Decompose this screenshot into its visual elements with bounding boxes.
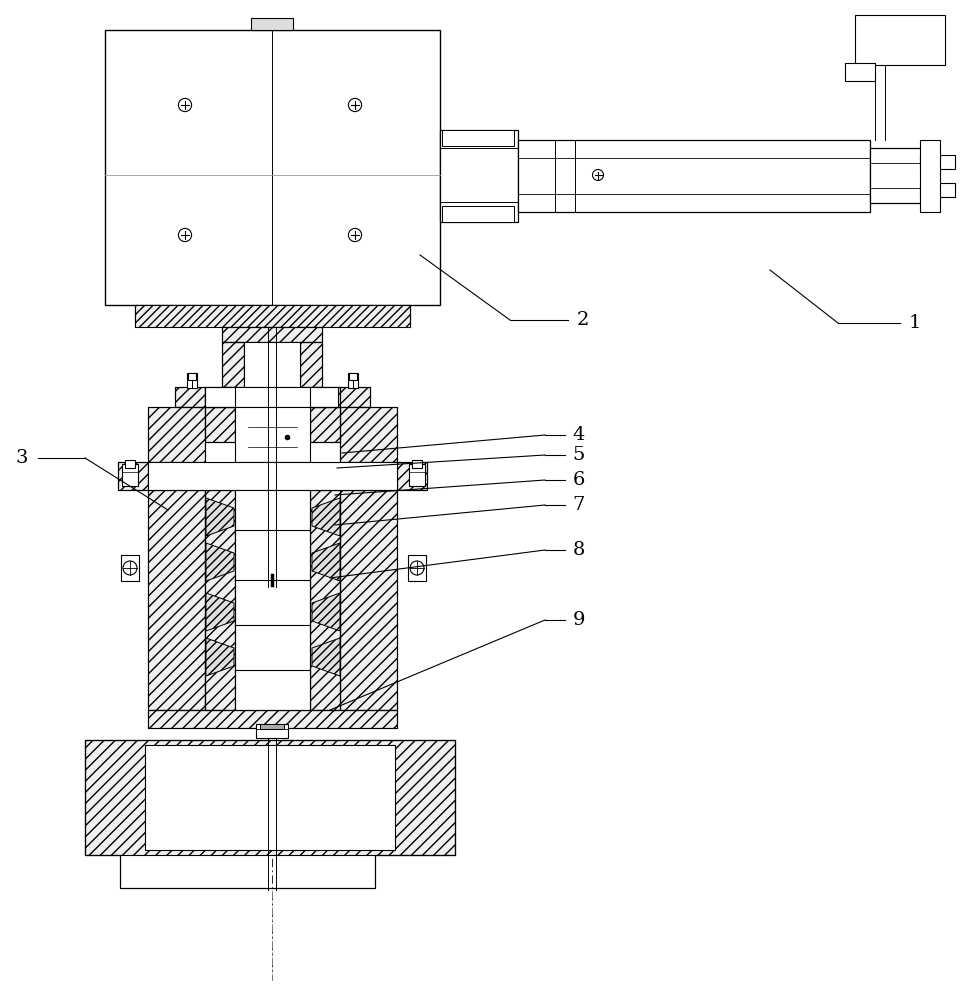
Polygon shape (206, 638, 234, 676)
Bar (338, 387, 370, 407)
Bar (187, 373, 197, 388)
Bar (235, 407, 310, 462)
Bar (518, 140, 870, 212)
Bar (175, 387, 205, 407)
Polygon shape (206, 498, 234, 536)
Polygon shape (206, 593, 234, 631)
Bar (397, 462, 427, 490)
Bar (310, 387, 340, 407)
Bar (148, 710, 397, 728)
Bar (845, 63, 875, 81)
Text: 3: 3 (16, 449, 28, 467)
Bar (222, 342, 244, 387)
Bar (244, 342, 300, 387)
Text: 6: 6 (573, 471, 585, 489)
Bar (920, 155, 955, 169)
Bar (251, 18, 293, 30)
Bar (310, 387, 340, 407)
Bar (920, 140, 940, 212)
Bar (205, 387, 338, 407)
Bar (235, 490, 310, 710)
Bar (300, 342, 322, 387)
Bar (300, 342, 322, 387)
Bar (920, 183, 955, 197)
Bar (256, 724, 288, 738)
Bar (310, 490, 340, 710)
Bar (205, 407, 235, 442)
Bar (340, 407, 397, 462)
Bar (349, 373, 357, 380)
Bar (105, 30, 440, 305)
Bar (148, 407, 205, 462)
Text: 4: 4 (573, 426, 585, 444)
Text: 9: 9 (573, 611, 585, 629)
Bar (222, 327, 322, 342)
Bar (205, 490, 235, 710)
Bar (148, 462, 397, 490)
Bar (148, 407, 205, 462)
Bar (340, 407, 397, 462)
Polygon shape (312, 593, 340, 631)
Bar (310, 407, 340, 442)
Text: 7: 7 (573, 496, 585, 514)
Bar (440, 130, 518, 222)
Bar (121, 555, 139, 581)
Bar (310, 407, 340, 442)
Polygon shape (206, 543, 234, 581)
Bar (205, 387, 235, 407)
Bar (175, 387, 205, 407)
Bar (148, 710, 397, 728)
Text: 1: 1 (909, 314, 921, 332)
Text: 5: 5 (573, 446, 585, 464)
Bar (135, 305, 410, 327)
Bar (340, 490, 397, 710)
Bar (205, 407, 235, 442)
Bar (408, 555, 426, 581)
Bar (338, 387, 370, 407)
Bar (260, 724, 284, 729)
Bar (188, 373, 196, 380)
Text: 2: 2 (576, 311, 589, 329)
Bar (145, 745, 395, 850)
Bar (855, 15, 945, 65)
Bar (85, 740, 455, 855)
Bar (118, 462, 148, 490)
Bar (125, 460, 135, 468)
Bar (870, 148, 922, 203)
Bar (348, 373, 358, 388)
Bar (122, 464, 138, 486)
Bar (222, 342, 244, 387)
Text: 8: 8 (573, 541, 585, 559)
Polygon shape (312, 498, 340, 536)
Bar (148, 490, 205, 710)
Bar (397, 462, 427, 490)
Bar (118, 462, 148, 490)
Bar (340, 490, 397, 710)
Bar (442, 130, 514, 146)
Bar (148, 490, 205, 710)
Polygon shape (312, 638, 340, 676)
Bar (205, 490, 235, 710)
Bar (222, 327, 322, 342)
Bar (205, 387, 235, 407)
Bar (310, 490, 340, 710)
Bar (412, 460, 422, 468)
Bar (442, 206, 514, 222)
Bar (409, 464, 425, 486)
Polygon shape (312, 543, 340, 581)
